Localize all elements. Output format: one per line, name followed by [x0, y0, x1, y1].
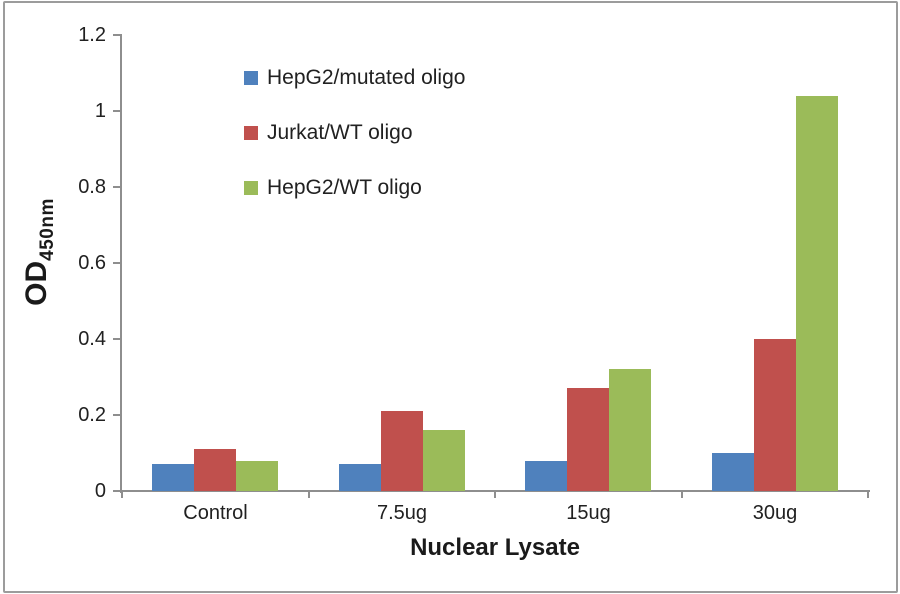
x-axis-tick	[680, 491, 683, 498]
y-axis-line	[120, 35, 122, 493]
legend-swatch-icon	[244, 126, 258, 140]
x-axis-tick	[307, 491, 310, 498]
bar-hepg2-7.5ug	[339, 464, 381, 491]
bar-hepg2-control	[236, 461, 278, 491]
bar-jurkat-30ug	[754, 339, 796, 491]
bar-hepg2-control	[152, 464, 194, 491]
y-axis-tick	[113, 186, 122, 188]
y-axis-tick	[113, 262, 122, 264]
legend-label: HepG2/WT oligo	[267, 176, 422, 199]
legend-item: Jurkat/WT oligo	[244, 121, 465, 145]
x-axis-tick	[867, 491, 869, 498]
y-axis-tick	[113, 338, 122, 340]
legend-swatch-icon	[244, 71, 258, 85]
x-category-label: 30ug	[752, 502, 798, 524]
x-category-label: Control	[183, 502, 248, 524]
bar-hepg2-7.5ug	[423, 430, 465, 491]
y-axis-tick-label: 0.4	[78, 328, 106, 350]
x-axis-tick	[121, 491, 123, 498]
bar-jurkat-7.5ug	[381, 411, 423, 491]
legend-swatch-icon	[244, 181, 258, 195]
bar-hepg2-15ug	[609, 369, 651, 491]
x-axis-tick	[494, 491, 496, 498]
bar-jurkat-control	[194, 449, 236, 491]
legend-label: Jurkat/WT oligo	[267, 121, 413, 144]
bar-hepg2-15ug	[525, 461, 567, 491]
legend-label: HepG2/mutated oligo	[267, 66, 466, 89]
y-axis-tick-label: 1.2	[78, 24, 106, 46]
y-axis-tick	[113, 110, 122, 112]
y-axis-tick	[113, 34, 122, 36]
y-axis-tick-label: 0.2	[78, 404, 106, 426]
x-axis-title: Nuclear Lysate	[410, 534, 580, 561]
legend-item: HepG2/WT oligo	[244, 176, 465, 200]
bar-hepg2-30ug	[796, 96, 838, 491]
bar-hepg2-30ug	[712, 453, 754, 491]
chart-frame	[3, 1, 898, 593]
y-axis-tick-label: 0.8	[78, 176, 106, 198]
y-axis-tick-label: 0.6	[78, 252, 106, 274]
y-axis-tick	[113, 414, 122, 416]
legend-item: HepG2/mutated oligo	[244, 66, 465, 90]
y-axis-tick-label: 1	[94, 100, 106, 122]
legend: HepG2/mutated oligo Jurkat/WT oligo HepG2/…	[244, 66, 465, 200]
bar-jurkat-15ug	[567, 388, 609, 491]
x-category-label: 15ug	[566, 502, 611, 524]
y-axis-tick-label: 0	[94, 480, 106, 502]
x-category-label: 7.5ug	[376, 502, 428, 524]
y-axis-tick	[113, 490, 122, 492]
